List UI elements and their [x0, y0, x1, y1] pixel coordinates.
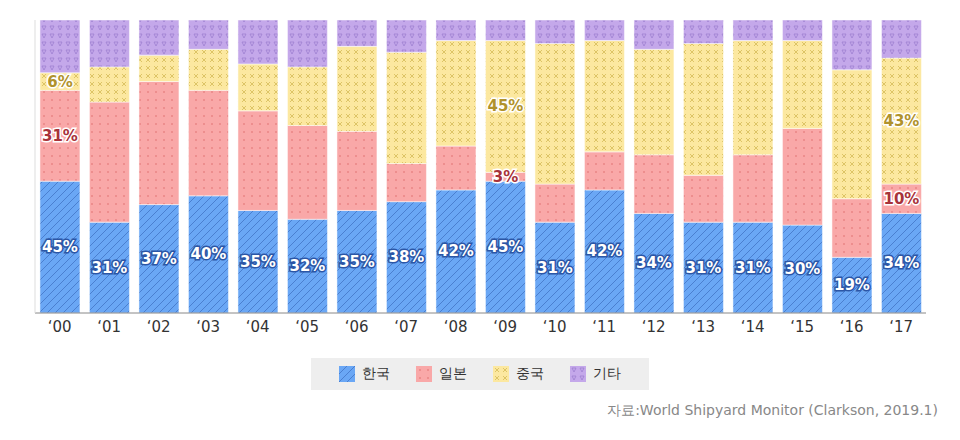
svg-text:‘17: ‘17: [889, 318, 913, 336]
svg-text:‘00: ‘00: [48, 318, 72, 336]
svg-text:‘03: ‘03: [196, 318, 220, 336]
svg-text:‘15: ‘15: [790, 318, 814, 336]
html-text:한국: 한국: [362, 365, 390, 381]
svg-text:31%: 31%: [42, 127, 78, 145]
svg-text:‘13: ‘13: [691, 318, 715, 336]
svg-text:32%: 32%: [289, 257, 325, 275]
svg-text:6%: 6%: [47, 73, 72, 91]
svg-text:43%: 43%: [883, 112, 919, 130]
svg-text:‘05: ‘05: [295, 318, 319, 336]
svg-text:‘12: ‘12: [642, 318, 666, 336]
svg-text:‘10: ‘10: [543, 318, 567, 336]
svg-text:‘01: ‘01: [97, 318, 121, 336]
svg-text:38%: 38%: [388, 248, 424, 266]
svg-text:42%: 42%: [586, 242, 622, 260]
svg-text:31%: 31%: [537, 259, 573, 277]
svg-text:‘07: ‘07: [394, 318, 418, 336]
svg-text:35%: 35%: [339, 253, 375, 271]
svg-text:‘02: ‘02: [147, 318, 171, 336]
svg-text:‘14: ‘14: [741, 318, 765, 336]
html-text:일본: 일본: [439, 365, 467, 381]
svg-text:3%: 3%: [493, 168, 518, 186]
svg-text:10%: 10%: [883, 190, 919, 208]
svg-text:‘09: ‘09: [493, 318, 517, 336]
html-text:기타: 기타: [593, 365, 621, 381]
svg-text:‘16: ‘16: [840, 318, 864, 336]
svg-text:‘06: ‘06: [345, 318, 369, 336]
svg-text:34%: 34%: [883, 254, 919, 272]
html-text:중국: 중국: [516, 365, 544, 381]
svg-text:34%: 34%: [636, 254, 672, 272]
svg-text:31%: 31%: [735, 259, 771, 277]
svg-text:45%: 45%: [487, 97, 523, 115]
svg-text:31%: 31%: [91, 259, 127, 277]
svg-text:45%: 45%: [487, 238, 523, 256]
svg-text:‘08: ‘08: [444, 318, 468, 336]
svg-text:31%: 31%: [685, 259, 721, 277]
svg-text:37%: 37%: [141, 250, 177, 268]
svg-text:‘04: ‘04: [246, 318, 270, 336]
svg-text:35%: 35%: [240, 253, 276, 271]
svg-text:40%: 40%: [190, 245, 226, 263]
svg-text:19%: 19%: [834, 276, 870, 294]
svg-text:‘11: ‘11: [592, 318, 616, 336]
html-text:자료:World Shipyard Monitor (Cla: 자료:World Shipyard Monitor (Clarkson, 201…: [607, 402, 938, 418]
svg-text:45%: 45%: [42, 238, 78, 256]
svg-text:42%: 42%: [438, 242, 474, 260]
svg-text:30%: 30%: [784, 260, 820, 278]
